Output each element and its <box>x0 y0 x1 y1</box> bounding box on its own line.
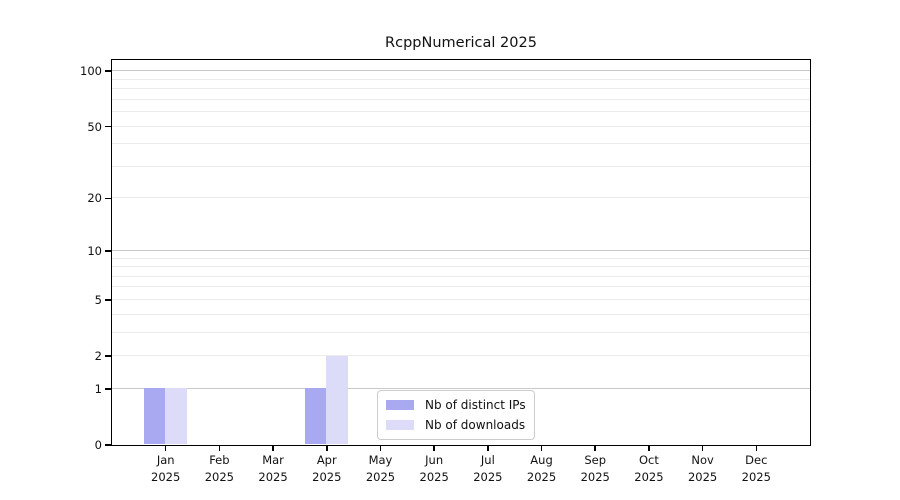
gridline-minor <box>111 143 810 145</box>
y-tick-mark <box>104 70 111 72</box>
gridline-minor <box>111 275 810 277</box>
x-tick-month: Jan <box>156 453 175 467</box>
x-tick-mark <box>487 445 489 451</box>
plot-area <box>110 58 811 446</box>
gridline-minor <box>111 286 810 288</box>
x-tick-mark <box>326 445 328 451</box>
y-tick-label: 20 <box>87 191 102 206</box>
x-tick-mark <box>272 445 274 451</box>
y-tick-mark <box>104 388 111 390</box>
x-tick-month: Oct <box>638 453 659 467</box>
y-tick-mark <box>104 299 111 301</box>
x-tick-label: May 2025 <box>348 452 412 485</box>
x-tick-month: Mar <box>262 453 284 467</box>
x-tick-mark <box>755 445 758 451</box>
x-tick-year: 2025 <box>419 469 449 484</box>
x-tick-mark <box>379 445 382 451</box>
bar <box>143 388 166 445</box>
y-tick-label: 0 <box>94 438 102 452</box>
x-tick-month: Apr <box>316 453 337 467</box>
x-tick-mark <box>594 445 596 451</box>
x-tick-year: 2025 <box>580 469 610 484</box>
gridline-minor <box>111 298 810 300</box>
y-tick-mark <box>104 444 111 446</box>
gridline-minor <box>111 355 810 357</box>
x-tick-year: 2025 <box>151 469 181 484</box>
chart-title: RcppNumerical 2025 <box>385 35 537 51</box>
y-tick-mark <box>104 250 111 252</box>
y-tick-label: 1 <box>94 381 102 396</box>
gridline-minor <box>111 331 810 333</box>
x-tick-month: Nov <box>691 453 714 467</box>
gridline-minor <box>111 313 810 315</box>
legend-item-downloads: Nb of downloads <box>386 417 526 433</box>
legend: Nb of distinct IPs Nb of downloads <box>377 390 535 440</box>
x-tick-label: Sep 2025 <box>563 452 627 485</box>
x-tick-month: May <box>368 453 393 467</box>
x-tick-year: 2025 <box>312 469 342 484</box>
legend-label-downloads: Nb of downloads <box>425 418 526 432</box>
x-tick-month: Sep <box>584 453 607 467</box>
y-tick-label: 50 <box>87 119 102 134</box>
x-tick-mark <box>433 445 435 451</box>
x-tick-month: Aug <box>530 453 553 467</box>
y-tick-label: 100 <box>80 64 102 79</box>
x-tick-month: Jul <box>480 453 495 467</box>
y-tick-mark <box>104 355 111 357</box>
y-tick-mark <box>104 197 111 200</box>
x-tick-label: Jun 2025 <box>402 452 466 485</box>
x-tick-month: Feb <box>209 453 230 467</box>
legend-swatch-distinct-ips <box>386 400 414 410</box>
gridline-minor <box>111 98 810 100</box>
gridline-minor <box>111 125 810 127</box>
bar <box>165 388 187 445</box>
x-tick-mark <box>218 445 221 451</box>
y-tick-label: 10 <box>87 243 102 258</box>
x-tick-year: 2025 <box>687 469 718 484</box>
gridline-major <box>111 70 810 72</box>
x-tick-month: Dec <box>745 453 768 467</box>
legend-item-distinct-ips: Nb of distinct IPs <box>386 397 526 413</box>
gridline-minor <box>111 165 810 167</box>
x-tick-year: 2025 <box>258 469 288 484</box>
gridline-minor <box>111 78 810 80</box>
gridline-major <box>111 387 810 389</box>
x-tick-label: Mar 2025 <box>241 452 305 485</box>
x-tick-year: 2025 <box>204 469 235 484</box>
x-tick-label: Aug 2025 <box>510 452 574 485</box>
x-tick-year: 2025 <box>365 469 396 484</box>
x-tick-label: Jul 2025 <box>456 452 520 485</box>
x-tick-mark <box>540 445 543 451</box>
x-tick-mark <box>701 445 704 451</box>
x-tick-year: 2025 <box>741 469 771 484</box>
gridline-major <box>111 249 810 251</box>
y-tick-label: 5 <box>94 292 102 307</box>
gridline-minor <box>111 197 810 199</box>
x-tick-label: Dec 2025 <box>724 452 788 485</box>
bar <box>304 388 327 445</box>
gridline-minor <box>111 88 810 90</box>
y-tick-label: 2 <box>94 349 102 364</box>
x-tick-label: Nov 2025 <box>671 452 735 485</box>
bar <box>326 355 348 445</box>
y-tick-mark <box>104 125 111 128</box>
gridline-minor <box>111 111 810 113</box>
x-tick-mark <box>164 445 167 451</box>
x-tick-label: Oct 2025 <box>617 452 681 485</box>
x-tick-month: Jun <box>425 453 444 467</box>
x-tick-year: 2025 <box>634 469 664 484</box>
x-tick-mark <box>648 445 650 451</box>
x-tick-year: 2025 <box>473 469 503 484</box>
legend-swatch-downloads <box>386 420 414 430</box>
gridline-minor <box>111 257 810 259</box>
x-tick-year: 2025 <box>526 469 557 484</box>
legend-label-distinct-ips: Nb of distinct IPs <box>425 398 526 412</box>
gridline-minor <box>111 266 810 268</box>
x-tick-label: Apr 2025 <box>295 452 359 485</box>
x-tick-label: Jan 2025 <box>134 452 198 485</box>
x-tick-label: Feb 2025 <box>187 452 251 485</box>
